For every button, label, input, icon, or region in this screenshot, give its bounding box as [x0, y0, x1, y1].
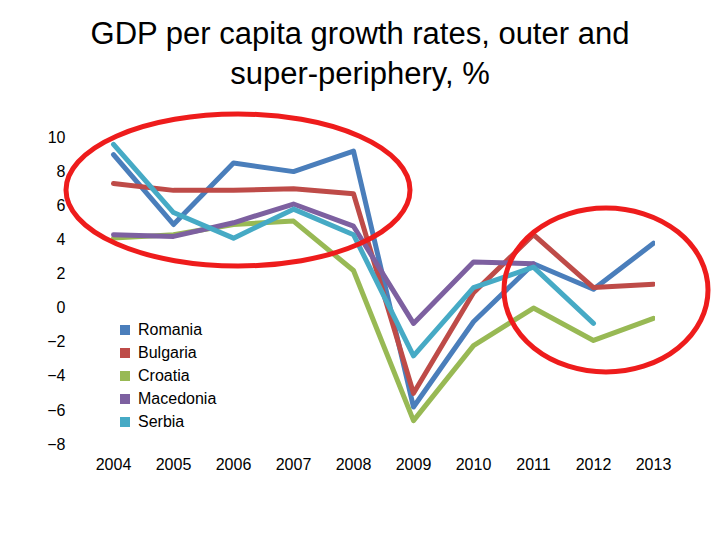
svg-text:2006: 2006: [216, 456, 252, 473]
svg-text:2008: 2008: [336, 456, 372, 473]
svg-text:−2: −2: [47, 333, 65, 350]
svg-text:2009: 2009: [396, 456, 432, 473]
svg-text:−8: −8: [47, 436, 65, 453]
svg-text:2005: 2005: [156, 456, 192, 473]
html-text:GDP per capita growth rates, o: GDP per capita growth rates, outer and s…: [90, 16, 630, 91]
html-text:Romania: Romania: [138, 321, 202, 338]
svg-text:10: 10: [48, 129, 66, 146]
svg-text:−4: −4: [47, 367, 65, 384]
svg-text:2012: 2012: [576, 456, 612, 473]
svg-text:8: 8: [57, 163, 66, 180]
svg-text:4: 4: [57, 231, 66, 248]
svg-text:2010: 2010: [456, 456, 492, 473]
svg-text:2: 2: [57, 265, 66, 282]
svg-text:2013: 2013: [636, 456, 672, 473]
svg-text:0: 0: [57, 299, 66, 316]
html-text:Bulgaria: Bulgaria: [138, 344, 197, 361]
html-text:Serbia: Serbia: [138, 413, 185, 430]
html-text:Croatia: Croatia: [138, 367, 190, 384]
svg-text:−6: −6: [47, 402, 65, 419]
html-text:Macedonia: Macedonia: [138, 390, 217, 407]
svg-text:6: 6: [57, 197, 66, 214]
svg-text:2004: 2004: [96, 456, 132, 473]
svg-text:2011: 2011: [516, 456, 551, 473]
svg-text:2007: 2007: [276, 456, 312, 473]
